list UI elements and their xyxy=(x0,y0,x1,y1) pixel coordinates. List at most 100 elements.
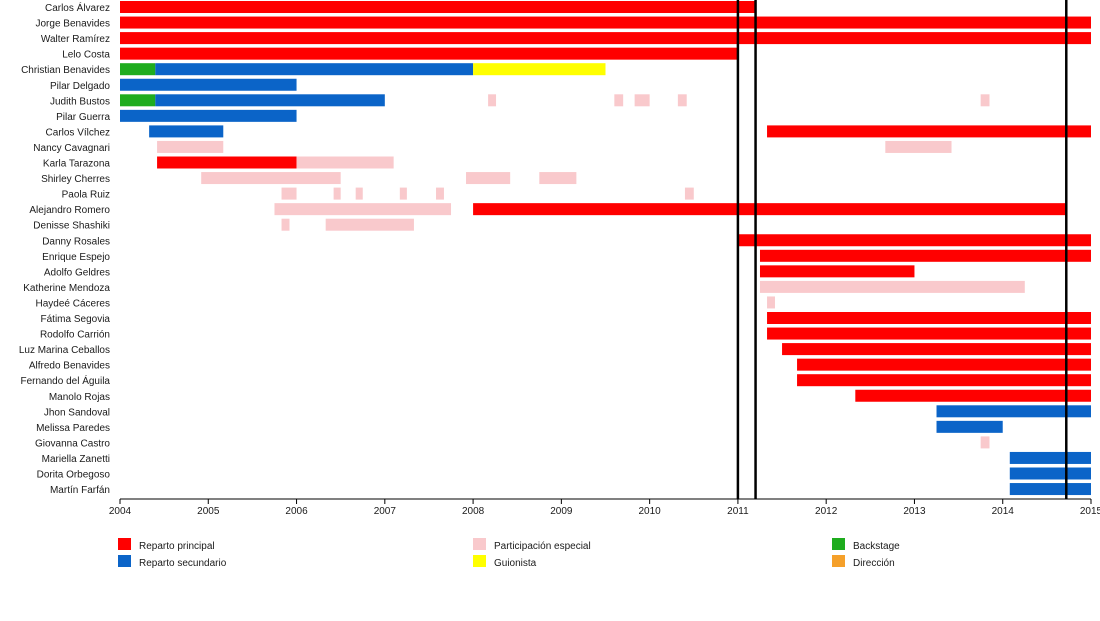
bar-especial xyxy=(759,280,1025,293)
bar-principal xyxy=(855,389,1091,402)
x-tick-label: 2004 xyxy=(109,506,132,517)
row-lelo-costa: Lelo Costa xyxy=(62,47,738,61)
bar-especial xyxy=(281,187,297,200)
row-label: Pilar Guerra xyxy=(56,112,110,123)
x-tick-label: 2014 xyxy=(992,506,1015,517)
row-jhon-sandoval: Jhon Sandoval xyxy=(44,405,1091,418)
row-alfredo-benavides: Alfredo Benavides xyxy=(29,358,1091,372)
bar-especial xyxy=(980,436,990,449)
row-label: Nancy Cavagnari xyxy=(33,143,110,154)
bar-secundario xyxy=(1009,451,1091,464)
bar-principal xyxy=(767,125,1091,138)
row-label: Christian Benavides xyxy=(21,65,110,76)
bar-especial xyxy=(296,156,394,169)
row-manolo-rojas: Manolo Rojas xyxy=(49,389,1091,403)
bar-especial xyxy=(767,296,775,309)
x-tick-label: 2005 xyxy=(197,506,220,517)
bar-especial xyxy=(980,94,990,107)
row-martin-farfan: Martín Farfán xyxy=(50,483,1091,496)
bar-especial xyxy=(281,218,290,231)
bar-backstage xyxy=(120,63,156,76)
timeline-rows: Carlos Álvarez Jorge Benavides Walter Ramí… xyxy=(19,1,1091,496)
bar-especial xyxy=(436,187,444,200)
row-paola-ruiz: Paola Ruiz xyxy=(62,187,694,201)
row-haydee-caceres: Haydeé Cáceres xyxy=(36,296,775,309)
legend: Reparto principal Reparto secundario Parti… xyxy=(118,538,900,569)
bar-secundario xyxy=(1009,483,1091,496)
row-label: Melissa Paredes xyxy=(36,423,110,434)
bar-especial xyxy=(201,172,341,185)
x-tick-label: 2006 xyxy=(285,506,308,517)
bar-backstage xyxy=(120,94,156,107)
legend-label: Reparto principal xyxy=(139,541,215,552)
row-label: Pilar Delgado xyxy=(50,81,110,92)
bar-especial xyxy=(274,203,452,216)
bar-secundario xyxy=(155,94,385,107)
legend-swatch xyxy=(118,538,131,550)
legend-swatch xyxy=(473,555,486,567)
row-label: Enrique Espejo xyxy=(42,252,110,263)
bar-principal xyxy=(767,327,1091,340)
row-walter-ramirez: Walter Ramírez xyxy=(41,32,1091,45)
row-katherine-mendoza: Katherine Mendoza xyxy=(23,280,1025,294)
row-label: Danny Rosales xyxy=(42,236,110,247)
x-tick-label: 2011 xyxy=(727,506,749,517)
bar-principal xyxy=(737,234,1091,247)
row-label: Mariella Zanetti xyxy=(42,454,110,465)
bar-especial xyxy=(885,140,952,153)
legend-item-secundario: Reparto secundario xyxy=(118,555,227,569)
row-christian-benavides: Christian Benavides xyxy=(21,63,606,76)
legend-swatch xyxy=(832,555,845,567)
row-label: Martín Farfán xyxy=(50,485,110,496)
x-tick-label: 2012 xyxy=(815,506,838,517)
row-label: Fernando del Águila xyxy=(20,374,110,387)
legend-item-especial: Participación especial xyxy=(473,538,591,552)
bar-secundario xyxy=(155,63,474,76)
bar-especial xyxy=(466,172,511,185)
row-fatima-segovia: Fátima Segovia xyxy=(41,312,1091,325)
vertical-markers xyxy=(736,0,1068,499)
row-giovanna-castro: Giovanna Castro xyxy=(35,436,990,449)
row-rodolfo-carrion: Rodolfo Carrión xyxy=(40,327,1091,341)
row-label: Carlos Vílchez xyxy=(46,127,110,138)
bar-especial xyxy=(157,140,224,153)
row-enrique-espejo: Enrique Espejo xyxy=(42,249,1091,263)
row-dorita-orbegoso: Dorita Orbegoso xyxy=(37,467,1091,481)
bar-principal xyxy=(120,16,1091,29)
bar-principal xyxy=(767,312,1091,324)
bar-principal xyxy=(797,358,1091,371)
row-pilar-delgado: Pilar Delgado xyxy=(50,78,297,92)
legend-swatch xyxy=(832,538,845,550)
row-label: Judith Bustos xyxy=(50,96,110,107)
bar-secundario xyxy=(936,420,1003,433)
row-label: Giovanna Castro xyxy=(35,438,110,449)
row-karla-tarazona: Karla Tarazona xyxy=(43,156,394,170)
row-label: Adolfo Geldres xyxy=(44,267,110,278)
legend-label: Dirección xyxy=(853,558,895,569)
row-mariella-zanetti: Mariella Zanetti xyxy=(42,451,1091,465)
legend-swatch xyxy=(473,538,486,550)
bar-especial xyxy=(325,218,414,231)
bar-principal xyxy=(759,249,1091,262)
row-label: Alfredo Benavides xyxy=(29,361,110,372)
row-melissa-paredes: Melissa Paredes xyxy=(36,420,1003,434)
row-label: Manolo Rojas xyxy=(49,392,110,403)
row-label: Carlos Álvarez xyxy=(45,1,110,14)
x-tick-label: 2007 xyxy=(374,506,397,517)
bar-especial xyxy=(355,187,363,200)
row-adolfo-geldres: Adolfo Geldres xyxy=(44,265,915,278)
legend-item-backstage: Backstage xyxy=(832,538,900,552)
bar-principal xyxy=(157,156,297,169)
x-tick-label: 2008 xyxy=(462,506,485,517)
row-label: Haydeé Cáceres xyxy=(36,298,110,309)
row-label: Shirley Cherres xyxy=(41,174,110,185)
legend-item-principal: Reparto principal xyxy=(118,538,215,552)
legend-label: Guionista xyxy=(494,558,537,569)
bar-especial xyxy=(399,187,407,200)
bar-secundario xyxy=(120,78,297,91)
row-label: Karla Tarazona xyxy=(43,159,111,170)
row-label: Luz Marina Ceballos xyxy=(19,345,110,356)
bar-secundario xyxy=(1009,467,1091,480)
row-label: Denisse Shashiki xyxy=(33,221,110,232)
